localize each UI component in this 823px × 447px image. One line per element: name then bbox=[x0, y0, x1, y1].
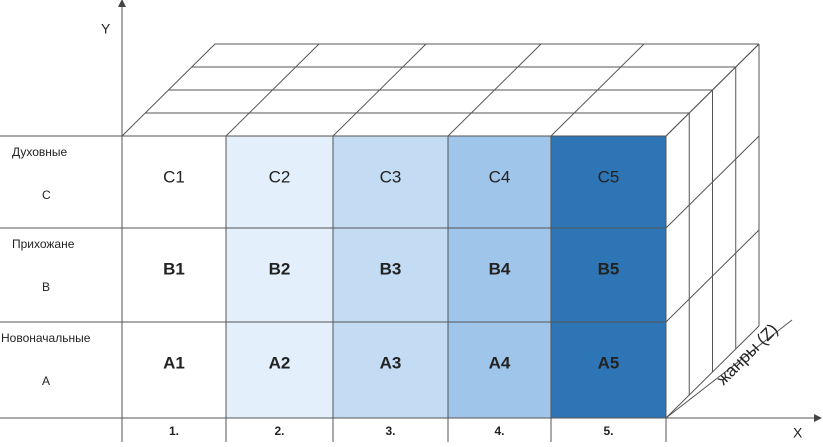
cell-label: B4 bbox=[489, 259, 511, 278]
cell-label: A3 bbox=[380, 353, 402, 372]
cell-label: B2 bbox=[269, 259, 291, 278]
grid-line bbox=[332, 43, 427, 137]
cell-label: A4 bbox=[489, 353, 511, 372]
cell-label: C5 bbox=[598, 167, 620, 186]
row-name: Новоначальные bbox=[1, 331, 91, 345]
column-fill bbox=[226, 136, 333, 418]
cell-label: C4 bbox=[489, 167, 511, 186]
y-axis-label: Y bbox=[101, 21, 111, 37]
column-label: 1. bbox=[169, 424, 179, 438]
grid-line bbox=[665, 325, 760, 419]
column-fill bbox=[551, 136, 666, 418]
cell-label: A1 bbox=[163, 353, 185, 372]
cell-label: B1 bbox=[163, 259, 185, 278]
grid-line bbox=[665, 135, 760, 229]
column-label: 3. bbox=[385, 424, 395, 438]
cell-label: C3 bbox=[380, 167, 402, 186]
column-label: 5. bbox=[603, 424, 613, 438]
column-fill bbox=[122, 136, 226, 418]
row-name: Духовные bbox=[12, 145, 68, 159]
cell-label: A5 bbox=[598, 353, 620, 372]
column-label: 2. bbox=[274, 424, 284, 438]
cell-label: B3 bbox=[380, 259, 402, 278]
z-axis bbox=[665, 319, 793, 419]
column-fill bbox=[448, 136, 551, 418]
grid-line bbox=[447, 43, 542, 137]
column-label: 4. bbox=[494, 424, 504, 438]
grid-line bbox=[225, 43, 320, 137]
row-letter: B bbox=[42, 280, 50, 294]
grid-line bbox=[121, 43, 216, 137]
column-fill bbox=[333, 136, 448, 418]
cell-label: C2 bbox=[269, 167, 291, 186]
row-letter: C bbox=[42, 188, 51, 202]
grid-line bbox=[665, 229, 760, 323]
cell-label: B5 bbox=[598, 259, 620, 278]
cell-label: C1 bbox=[163, 167, 185, 186]
z-axis-label: жанры (Z) bbox=[713, 320, 782, 389]
cell-label: A2 bbox=[269, 353, 291, 372]
row-letter: A bbox=[42, 374, 50, 388]
grid-line bbox=[550, 43, 645, 137]
x-axis-label: X bbox=[793, 425, 803, 441]
grid-line bbox=[665, 43, 760, 137]
row-name: Прихожане bbox=[12, 237, 75, 251]
